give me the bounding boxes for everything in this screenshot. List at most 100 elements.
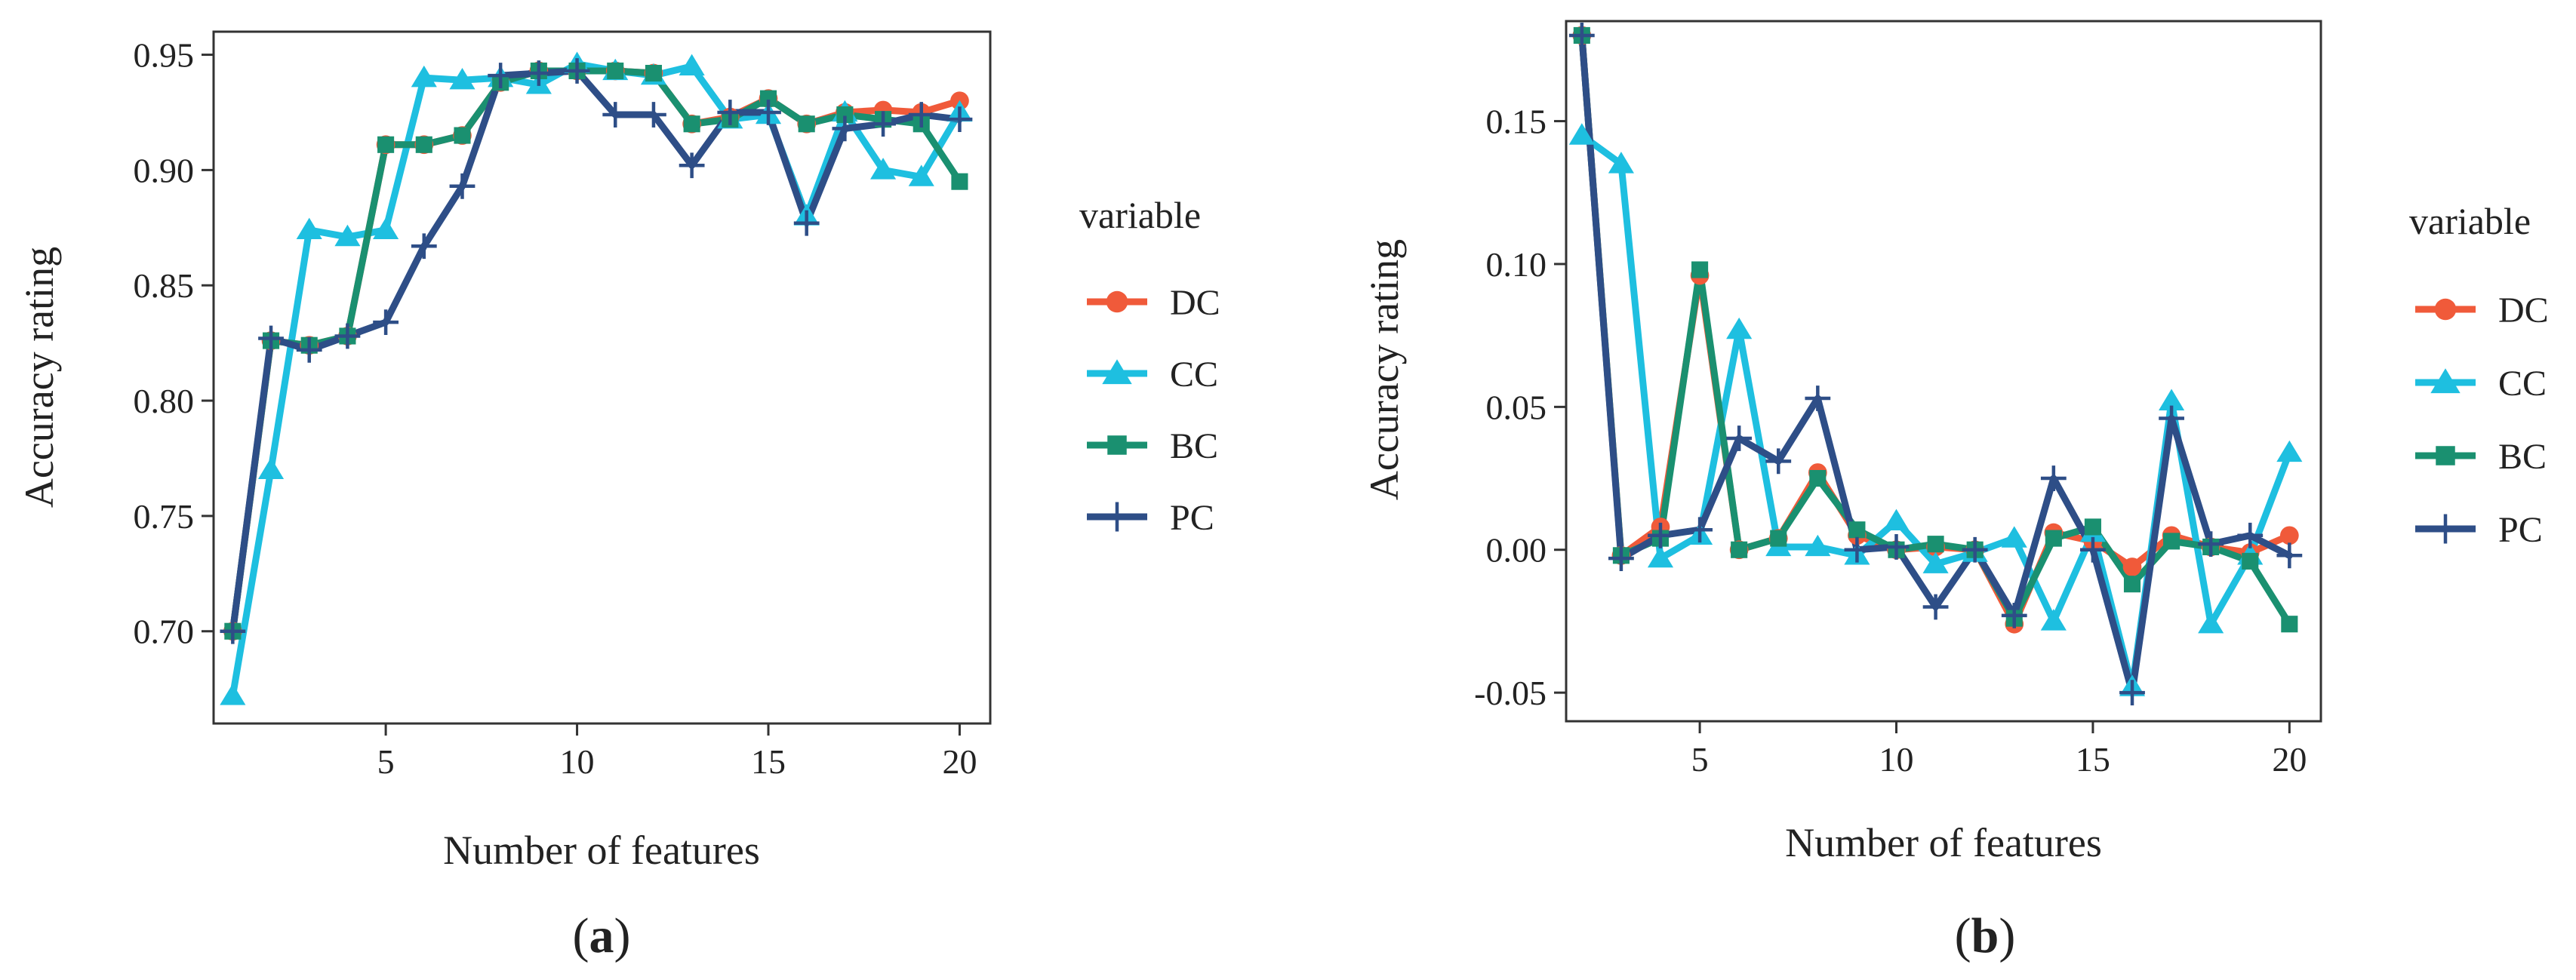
legend-label: DC (2498, 290, 2549, 330)
data-point-pc (717, 100, 743, 125)
data-point-pc (525, 60, 552, 86)
legend-title-a: variable (1079, 194, 1201, 236)
data-point-bc (415, 136, 432, 153)
legend-item-dc: DC (1087, 283, 1220, 323)
legend-label: CC (1170, 355, 1218, 395)
legend-a: variable DC CC BC PC (1079, 194, 1220, 538)
data-point-bc (1770, 530, 1787, 547)
data-point-bc (836, 106, 854, 124)
y-tick-label: 0.15 (1486, 103, 1547, 141)
legend-item-cc: CC (1087, 355, 1218, 395)
data-point-pc (756, 100, 781, 125)
x-tick-label: 15 (2076, 740, 2110, 779)
data-point-cc (296, 217, 322, 240)
data-point-pc (488, 63, 514, 88)
data-point-dc (2122, 558, 2142, 576)
data-point-cc (373, 217, 399, 240)
y-tick-label: 0.05 (1486, 388, 1547, 426)
data-point-pc (564, 58, 590, 84)
data-point-pc (1765, 448, 1792, 475)
data-point-pc (449, 173, 475, 199)
data-point-cc (411, 65, 437, 88)
data-point-pc (1687, 517, 1713, 543)
series-lines-b (1578, 32, 2293, 696)
data-point-cc (1608, 152, 1634, 174)
x-tick-label: 20 (2272, 740, 2307, 779)
data-point-cc (870, 158, 897, 180)
data-point-pc (411, 233, 437, 260)
legend-item-bc: BC (1087, 426, 1218, 466)
y-ticks-a: 0.70 0.75 0.80 0.85 0.90 0.95 (134, 36, 214, 651)
data-point-pc (2040, 465, 2067, 491)
data-point-cc (1726, 317, 1753, 339)
data-point-pc (1805, 386, 1831, 411)
x-tick-label: 5 (377, 742, 395, 781)
panel-label-b: (b) (1955, 908, 2016, 963)
legend-label: CC (2498, 364, 2547, 404)
y-tick-label: 0.85 (134, 266, 195, 305)
legend-b: variable DC CC BC PC (2409, 200, 2549, 550)
legend-label: DC (1170, 283, 1220, 323)
series-markers-b (1568, 23, 2303, 706)
series-line-pc (229, 67, 963, 635)
data-point-cc (1568, 123, 1595, 145)
x-tick-label: 20 (942, 742, 977, 781)
y-ticks-b: -0.05 0.00 0.05 0.10 0.15 (1474, 103, 1566, 712)
series-lines-a (229, 60, 963, 699)
legend-title-b: variable (2409, 200, 2531, 242)
y-tick-label: 0.75 (134, 497, 195, 536)
data-point-pc (908, 102, 934, 127)
panel-letter-b: b (1971, 908, 1999, 963)
data-point-pc (1568, 23, 1595, 48)
legend-marker (1102, 502, 1132, 532)
data-point-cc (908, 164, 934, 186)
data-point-pc (2080, 536, 2106, 563)
x-tick-label: 15 (751, 742, 786, 781)
series-line-dc (229, 67, 963, 635)
data-point-bc (2242, 552, 2259, 570)
legend-marker (2434, 298, 2457, 321)
data-point-bc (2281, 616, 2298, 633)
data-point-bc (454, 127, 471, 144)
data-point-cc (257, 457, 285, 479)
y-tick-label: 0.95 (134, 36, 195, 75)
data-point-bc (1691, 261, 1709, 278)
data-point-bc (1809, 469, 1827, 487)
data-point-cc (220, 684, 246, 705)
data-point-bc (2163, 533, 2181, 550)
legend-label: PC (1170, 498, 1214, 538)
series-markers-a (220, 51, 973, 705)
y-tick-label: 0.10 (1486, 245, 1547, 284)
data-point-cc (679, 54, 705, 76)
y-tick-label: 0.00 (1486, 531, 1547, 570)
legend-label: BC (1170, 426, 1218, 466)
legend-marker (2436, 446, 2455, 465)
data-point-pc (1962, 536, 1988, 563)
data-point-pc (870, 111, 896, 137)
data-point-bc (1848, 521, 1866, 539)
series-line-bc (229, 67, 963, 635)
legend-marker (1107, 435, 1127, 455)
legend-item-cc: CC (2415, 364, 2547, 404)
data-point-pc (2237, 522, 2264, 548)
legend-marker (1106, 290, 1128, 313)
x-ticks-a: 5 10 15 20 (377, 723, 977, 781)
data-point-pc (2159, 405, 2184, 432)
legend-item-bc: BC (2415, 437, 2547, 477)
data-point-cc (2040, 609, 2067, 631)
data-point-pc (1608, 545, 1634, 571)
data-point-pc (946, 106, 973, 133)
x-ticks-b: 5 10 15 20 (1691, 721, 2307, 779)
data-point-cc (1805, 534, 1831, 557)
data-point-pc (373, 309, 399, 336)
data-point-cc (334, 224, 361, 247)
y-tick-label: 0.70 (134, 613, 195, 651)
data-point-bc (951, 173, 968, 190)
y-axis-label-b: Accuracy rating (1362, 239, 1407, 500)
data-point-pc (2001, 602, 2027, 628)
data-point-bc (683, 115, 700, 133)
data-point-cc (1647, 545, 1674, 568)
y-tick-label: -0.05 (1474, 674, 1547, 712)
data-point-pc (602, 102, 629, 127)
data-point-cc (2001, 526, 2027, 548)
